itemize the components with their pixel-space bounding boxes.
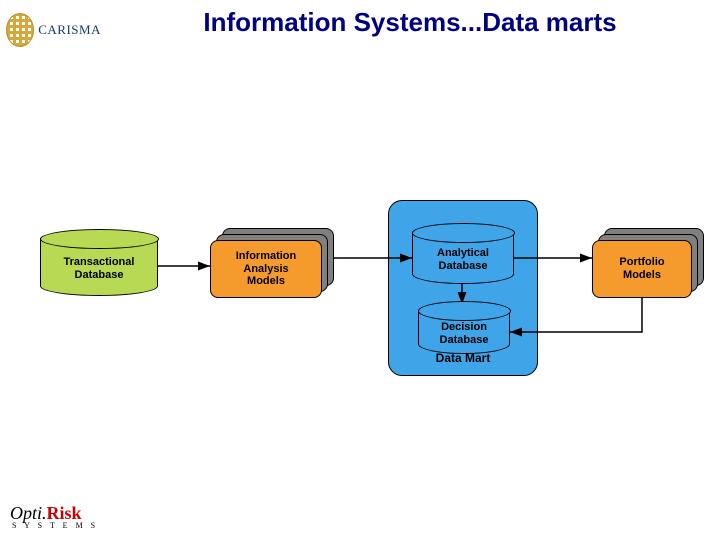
node-transactional-db-label: Transactional Database: [43, 244, 155, 293]
node-info-models: Information Analysis Models: [210, 228, 334, 298]
node-portfolio-models-front: Portfolio Models: [592, 240, 692, 298]
node-decision-db: Decision Database: [418, 310, 510, 354]
node-analytical-db-label: Analytical Database: [415, 238, 511, 281]
node-portfolio-models: Portfolio Models: [592, 228, 704, 298]
node-transactional-db: Transactional Database: [40, 238, 158, 296]
node-info-models-front: Information Analysis Models: [210, 240, 322, 298]
node-decision-db-label: Decision Database: [421, 316, 507, 351]
diagram-canvas: Data Mart Transactional DatabaseInformat…: [0, 0, 720, 540]
node-analytical-db: Analytical Database: [412, 232, 514, 284]
